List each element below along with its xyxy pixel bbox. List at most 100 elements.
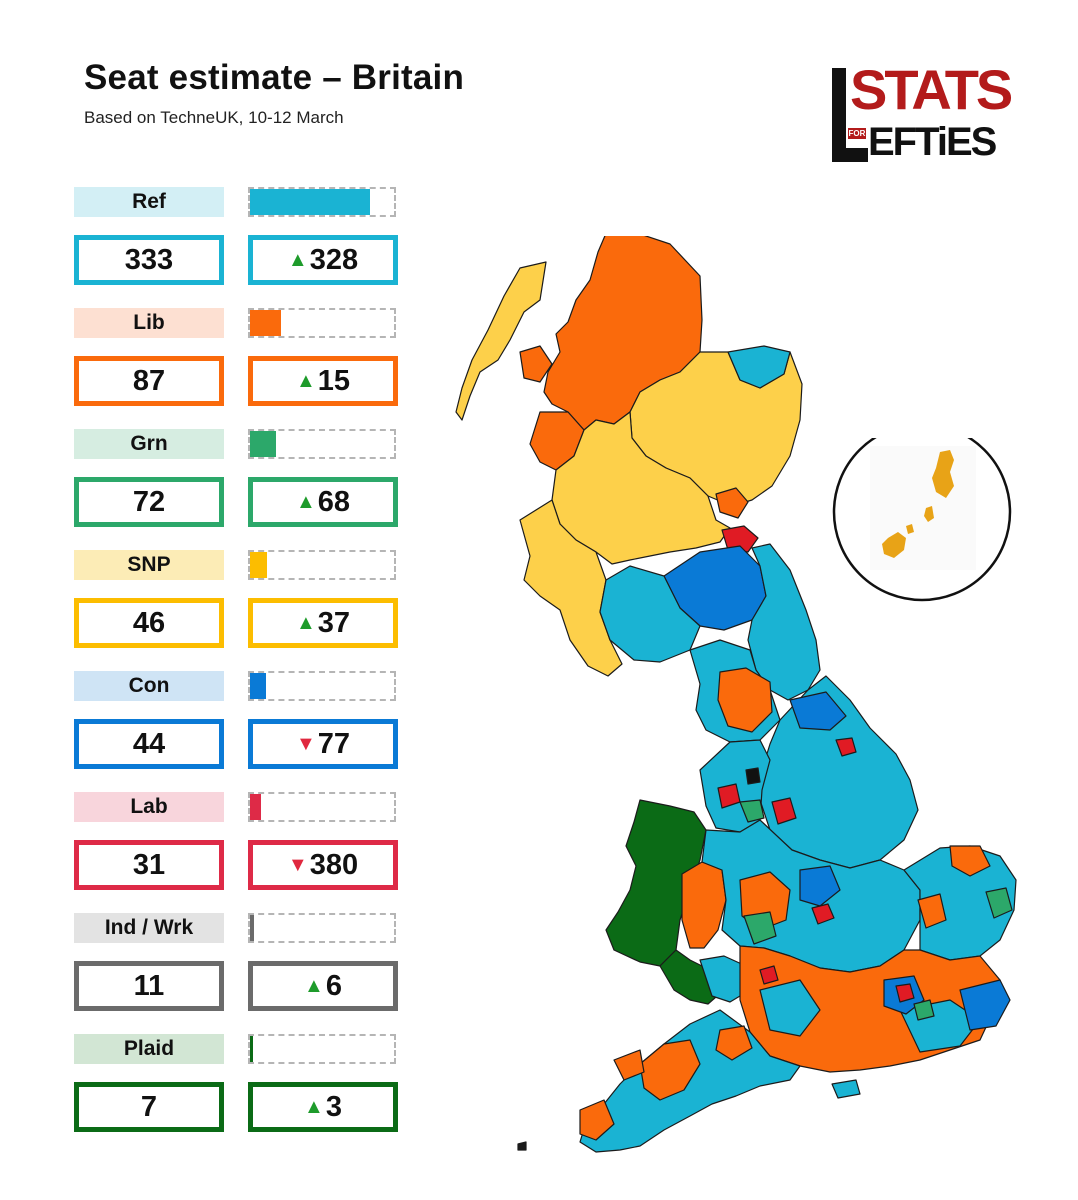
logo-l-foot [832, 148, 868, 162]
inset-shetland-islet [924, 506, 934, 522]
seat-count-box: 44 [74, 719, 224, 769]
seat-change-box: ▲ 37 [248, 598, 398, 648]
map-region-london-lab [895, 983, 915, 1003]
seat-change-box: ▲ 15 [248, 356, 398, 406]
seat-bar-fill [250, 189, 370, 215]
seat-bar-fill [250, 1036, 253, 1062]
up-arrow-icon: ▲ [295, 611, 316, 634]
inset-circle-border [832, 438, 1012, 602]
seat-bar-fill [250, 673, 266, 699]
seat-change: 380 [309, 848, 359, 881]
map-region-cambs-lib [917, 893, 947, 929]
seat-bar-track [248, 913, 396, 943]
party-label-ind-wrk: Ind / Wrk [74, 913, 224, 943]
seat-count: 11 [133, 969, 165, 1002]
seat-bar-fill [250, 310, 281, 336]
up-arrow-icon: ▲ [304, 1095, 324, 1118]
down-arrow-icon: ▼ [295, 732, 316, 755]
party-label-grn: Grn [74, 429, 224, 459]
map-region-manchester-lab [771, 797, 797, 825]
map-region-northumberland [747, 543, 821, 701]
up-arrow-icon: ▲ [304, 974, 324, 997]
seat-count: 46 [132, 606, 166, 639]
seat-count: 72 [132, 485, 166, 518]
up-arrow-icon: ▲ [287, 248, 308, 271]
map-region-midlands-con [799, 865, 841, 907]
map-region-birmingham-lab [811, 903, 835, 925]
inset-shetland-islands [932, 450, 954, 498]
seat-count: 44 [132, 727, 166, 760]
seat-count: 87 [132, 364, 166, 397]
map-region-blackburn-ind [745, 767, 761, 785]
seat-change-box: ▲ 6 [248, 961, 398, 1011]
seat-bar-fill [250, 431, 276, 457]
page-subtitle: Based on TechneUK, 10-12 March [84, 108, 344, 127]
seat-change: 77 [317, 727, 351, 760]
map-region-bristol-lab [759, 965, 779, 985]
map-region-edinburgh-lab [721, 525, 759, 553]
seat-change-box: ▼ 380 [248, 840, 398, 890]
map-region-skye [519, 345, 553, 383]
seat-count-box: 46 [74, 598, 224, 648]
map-region-york-lab [835, 737, 857, 757]
party-label-ref: Ref [74, 187, 224, 217]
map-region-norfolk-lib [949, 845, 991, 877]
seat-count: 333 [124, 243, 174, 276]
seat-change-box: ▲ 68 [248, 477, 398, 527]
seat-change-box: ▲ 328 [248, 235, 398, 285]
map-region-fife-lib [715, 487, 749, 519]
down-arrow-icon: ▼ [287, 853, 308, 876]
map-region-scilly [517, 1141, 527, 1151]
map-region-kent [959, 979, 1011, 1031]
map-region-dumfries-ref [599, 565, 701, 663]
seat-bar-track [248, 187, 396, 217]
map-region-north-devon-lib [613, 1049, 645, 1081]
seat-change: 3 [325, 1090, 342, 1123]
party-label-lib: Lib [74, 308, 224, 338]
page-title: Seat estimate – Britain [84, 58, 465, 97]
inset-orkney-islands [882, 532, 906, 558]
inset-orkney-islet [906, 524, 914, 534]
shetland-inset-map [832, 438, 1012, 602]
map-region-clyde [519, 499, 623, 677]
map-region-devon-lib [639, 1039, 701, 1101]
seat-count-box: 333 [74, 235, 224, 285]
britain-constituency-map [455, 236, 1017, 1153]
map-region-somerset-lib [715, 1025, 753, 1061]
party-label-plaid: Plaid [74, 1034, 224, 1064]
seat-change-box: ▼ 77 [248, 719, 398, 769]
seat-bar-fill [250, 915, 254, 941]
stats-for-lefties-logo: STATS FOR EFTiES [832, 62, 1013, 166]
seat-count-box: 72 [74, 477, 224, 527]
seat-change: 37 [317, 606, 351, 639]
map-region-isle-of-wight [831, 1079, 861, 1099]
map-region-wales [605, 799, 707, 967]
seat-change: 328 [309, 243, 359, 276]
seat-count-box: 87 [74, 356, 224, 406]
seat-count-box: 11 [74, 961, 224, 1011]
seat-count: 31 [132, 848, 166, 881]
logo-for-text: FOR [848, 128, 866, 139]
map-region-midlands-grn [743, 911, 777, 945]
seat-count-box: 7 [74, 1082, 224, 1132]
map-region-london-grn [913, 999, 935, 1021]
map-region-yorkshire [759, 675, 919, 869]
seat-bar-track [248, 792, 396, 822]
logo-stats-text: STATS [850, 58, 1013, 121]
map-region-norfolk-grn [985, 887, 1013, 919]
map-region-powys-lib [681, 861, 727, 949]
map-region-manchester-grn [739, 799, 765, 823]
party-label-snp: SNP [74, 550, 224, 580]
map-region-lakes-lib [717, 667, 773, 733]
seat-bar-fill [250, 794, 261, 820]
seat-bar-fill [250, 552, 267, 578]
map-region-south-ref-1 [759, 979, 821, 1037]
seat-count: 7 [140, 1090, 158, 1123]
map-region-western-isles [455, 261, 547, 421]
seat-bar-track [248, 550, 396, 580]
seat-bar-track [248, 671, 396, 701]
seat-bar-track [248, 308, 396, 338]
up-arrow-icon: ▲ [295, 369, 316, 392]
seat-change-box: ▲ 3 [248, 1082, 398, 1132]
map-region-yorks-con [789, 691, 847, 731]
